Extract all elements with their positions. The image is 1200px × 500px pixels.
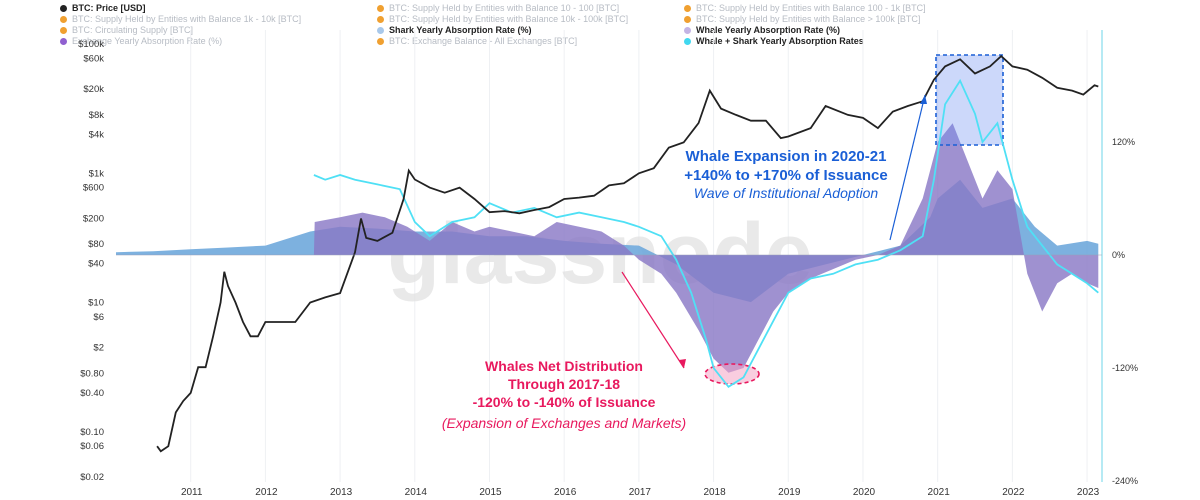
x-tick-label: 2023	[1077, 487, 1100, 498]
legend-item[interactable]: BTC: Exchange Balance - All Exchanges [B…	[377, 36, 577, 46]
y-tick-label: $100k	[78, 39, 104, 50]
legend-dot-icon	[684, 37, 691, 45]
legend-dot-icon	[377, 26, 384, 34]
x-tick-label: 2016	[554, 487, 577, 498]
y-tick-label: $0.02	[80, 472, 104, 483]
expansion-subtitle: +140% to +170% of Issuance	[684, 167, 887, 184]
legend-item[interactable]: BTC: Supply Held by Entities with Balanc…	[684, 3, 926, 13]
y-tick-label: $4k	[89, 129, 105, 140]
legend-dot-icon	[60, 15, 67, 23]
distribution-arrow-head	[679, 359, 686, 368]
x-tick-label: 2012	[255, 487, 278, 498]
legend-dot-icon	[377, 4, 384, 12]
x-axis: 2011 2012 2013 2014 2015 2016 2017 2018 2019 2020…	[181, 487, 1100, 498]
x-tick-label: 2020	[853, 487, 876, 498]
y-tick-label: $80	[88, 239, 104, 250]
annotation-distribution: Whales Net Distribution Through 2017-18 …	[442, 358, 686, 431]
y-axis-right: 120% 0% -120% -240%	[1112, 137, 1138, 486]
x-tick-label: 2013	[330, 487, 353, 498]
y-tick-label: $0.40	[80, 388, 104, 399]
legend-dot-icon	[684, 4, 691, 12]
x-tick-label: 2018	[703, 487, 726, 498]
y-tick-label: $600	[83, 183, 104, 194]
y-axis-left: $100k $60k $20k $8k $4k $1k $600 $200 $80 $40 $10 $…	[78, 39, 104, 483]
legend-item[interactable]: Whale + Shark Yearly Absorption Rates	[684, 36, 864, 46]
legend-label: BTC: Supply Held by Entities with Balanc…	[696, 14, 921, 24]
legend-dot-icon	[684, 15, 691, 23]
legend-label: BTC: Supply Held by Entities with Balanc…	[696, 3, 926, 13]
legend-item[interactable]: Whale Yearly Absorption Rate (%)	[684, 25, 840, 35]
legend-label: BTC: Exchange Balance - All Exchanges [B…	[389, 36, 578, 46]
legend-item[interactable]: BTC: Price [USD]	[60, 3, 146, 13]
legend-label: BTC: Supply Held by Entities with Balanc…	[389, 3, 620, 13]
shark-area	[116, 179, 1099, 303]
expansion-note: Wave of Institutional Adoption	[694, 185, 879, 201]
y-tick-label: $6	[93, 312, 104, 323]
legend-label: Exchange Yearly Absorption Rate (%)	[72, 36, 223, 46]
legend-label: BTC: Supply Held by Entities with Balanc…	[389, 14, 629, 24]
x-tick-label: 2017	[629, 487, 652, 498]
x-tick-label: 2021	[928, 487, 951, 498]
annotation-expansion: Whale Expansion in 2020-21 +140% to +170…	[684, 148, 887, 201]
legend-item[interactable]: BTC: Supply Held by Entities with Balanc…	[377, 3, 619, 13]
distribution-title: Whales Net Distribution	[485, 358, 643, 374]
expansion-arrow-head	[920, 95, 927, 104]
legend-dot-icon	[684, 26, 691, 34]
distribution-subtitle: Through 2017-18	[508, 376, 620, 392]
y-tick-label: $2	[93, 343, 104, 354]
legend-dot-icon	[60, 37, 67, 45]
legend-dot-icon	[377, 15, 384, 23]
x-tick-label: 2015	[479, 487, 502, 498]
expansion-title: Whale Expansion in 2020-21	[686, 148, 887, 165]
y-tick-label: $40	[88, 259, 104, 270]
legend-item[interactable]: BTC: Supply Held by Entities with Balanc…	[377, 14, 628, 24]
distribution-arrow	[621, 271, 685, 369]
legend-item[interactable]: BTC: Circulating Supply [BTC]	[60, 25, 193, 35]
legend-item[interactable]: BTC: Supply Held by Entities with Balanc…	[684, 14, 920, 24]
legend-label: Shark Yearly Absorption Rate (%)	[389, 25, 532, 35]
y-right-tick-label: 120%	[1112, 137, 1135, 147]
y-tick-label: $0.10	[80, 427, 104, 438]
legend-label: BTC: Supply Held by Entities with Balanc…	[72, 14, 302, 24]
y-tick-label: $0.06	[80, 441, 104, 452]
legend-item[interactable]: Exchange Yearly Absorption Rate (%)	[60, 36, 222, 46]
y-tick-label: $1k	[89, 168, 105, 179]
legend-label: Whale Yearly Absorption Rate (%)	[696, 25, 841, 35]
legend-dot-icon	[60, 26, 67, 34]
whale-shark-line	[313, 78, 1099, 388]
distribution-note: (Expansion of Exchanges and Markets)	[442, 415, 686, 431]
expansion-arrow	[889, 94, 926, 241]
x-tick-label: 2011	[181, 487, 203, 498]
btc-price-line	[156, 54, 1099, 453]
x-tick-label: 2019	[778, 487, 801, 498]
y-tick-label: $20k	[83, 84, 104, 95]
legend-dot-icon	[60, 4, 67, 12]
distribution-range: -120% to -140% of Issuance	[473, 394, 656, 410]
y-tick-label: $10	[88, 298, 104, 309]
y-tick-label: $8k	[89, 110, 105, 121]
y-tick-label: $200	[83, 213, 104, 224]
whale-area	[313, 123, 1099, 373]
legend-dot-icon	[377, 37, 384, 45]
y-tick-label: $60k	[83, 53, 104, 64]
x-tick-label: 2022	[1002, 487, 1025, 498]
y-tick-label: $0.80	[80, 368, 104, 379]
legend-item[interactable]: BTC: Supply Held by Entities with Balanc…	[60, 14, 301, 24]
legend-label: Whale + Shark Yearly Absorption Rates	[696, 36, 864, 46]
legend-label: BTC: Circulating Supply [BTC]	[72, 25, 194, 35]
y-right-tick-label: 0%	[1112, 250, 1125, 260]
x-tick-label: 2014	[405, 487, 428, 498]
y-right-tick-label: -240%	[1112, 476, 1138, 486]
legend-label: BTC: Price [USD]	[72, 3, 146, 13]
y-right-tick-label: -120%	[1112, 363, 1138, 373]
legend-item[interactable]: Shark Yearly Absorption Rate (%)	[377, 25, 532, 35]
